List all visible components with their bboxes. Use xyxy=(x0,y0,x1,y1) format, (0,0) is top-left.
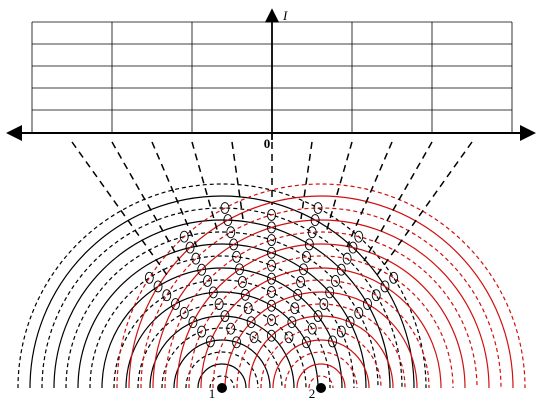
source-2 xyxy=(316,383,326,393)
maxima-line xyxy=(301,142,312,219)
dashed-wavefront xyxy=(18,184,426,388)
maxima-lines xyxy=(72,142,472,275)
wavefronts xyxy=(18,184,525,388)
maximum-point xyxy=(285,332,293,343)
maximum-point xyxy=(163,290,171,301)
source-label: 2 xyxy=(309,386,316,401)
source-1 xyxy=(217,383,227,393)
maximum-point xyxy=(390,272,398,283)
dashed-wavefront xyxy=(117,184,525,388)
dashed-wavefront xyxy=(285,352,357,388)
axis-label: I xyxy=(282,8,288,23)
dashed-wavefront xyxy=(42,208,402,388)
source-label: 1 xyxy=(209,386,216,401)
dashed-wavefront xyxy=(141,208,501,388)
maxima-line xyxy=(112,142,180,261)
dashed-wavefront xyxy=(213,280,429,388)
maxima-line xyxy=(364,142,432,261)
maxima-line xyxy=(326,142,352,233)
maximum-point xyxy=(244,303,252,314)
origin-label: 0 xyxy=(264,136,271,151)
dashed-wavefront xyxy=(186,352,258,388)
maximum-point xyxy=(145,272,153,283)
interference-diagram: I 0 1 2 xyxy=(0,0,542,401)
dashed-wavefront xyxy=(114,280,330,388)
maxima-line xyxy=(232,142,243,219)
maxima-line xyxy=(192,142,218,233)
